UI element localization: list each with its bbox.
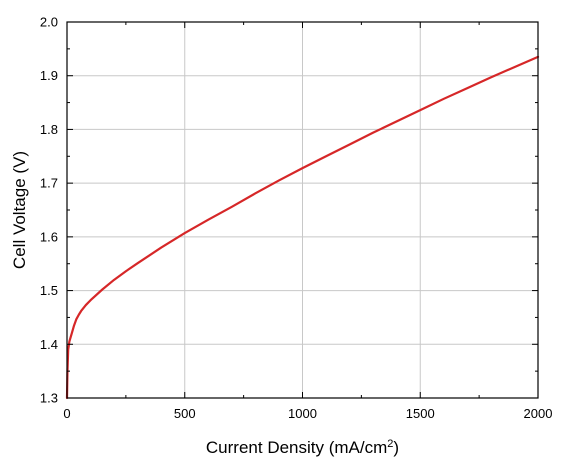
y-tick-label: 2.0 (40, 15, 58, 30)
y-axis-title: Cell Voltage (V) (10, 151, 29, 269)
x-axis-title: Current Density (mA/cm2) (206, 438, 399, 457)
series-layer (65, 55, 540, 400)
ticks (66, 21, 539, 399)
y-tick-label: 1.7 (40, 176, 58, 191)
y-tick-label: 1.8 (40, 122, 58, 137)
y-tick-label: 1.4 (40, 337, 58, 352)
series-line (65, 55, 540, 400)
y-tick-label: 1.3 (40, 391, 58, 406)
x-tick-label: 1000 (288, 406, 317, 421)
x-axis-title-superscript: 2 (387, 438, 393, 450)
grid (67, 22, 538, 398)
y-tick-label: 1.6 (40, 229, 58, 244)
tick-labels: 0 500 1000 1500 2000 1.3 1.4 1.5 1.6 1.7 1.8 1.9 2.0 (40, 15, 553, 422)
x-tick-label: 1500 (406, 406, 435, 421)
x-tick-label: 500 (174, 406, 196, 421)
y-tick-label: 1.9 (40, 68, 58, 83)
y-tick-label: 1.5 (40, 283, 58, 298)
x-tick-label: 2000 (524, 406, 553, 421)
x-tick-label: 0 (63, 406, 70, 421)
